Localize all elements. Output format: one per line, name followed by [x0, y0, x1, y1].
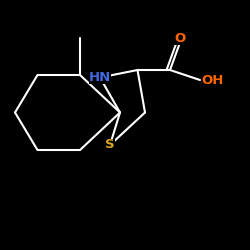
Text: HN: HN [89, 71, 111, 84]
Text: S: S [105, 138, 115, 151]
Text: OH: OH [201, 74, 224, 86]
Text: O: O [174, 32, 186, 45]
